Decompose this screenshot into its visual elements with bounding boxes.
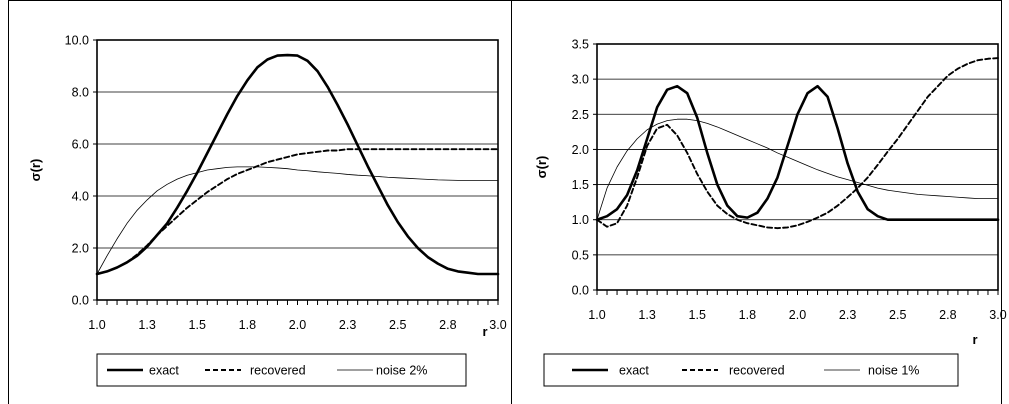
- figure-border-right: [1001, 0, 1002, 404]
- legend-box: [543, 353, 959, 387]
- y-tick-label: 0.5: [572, 248, 589, 262]
- x-tick-label: 3.0: [989, 308, 1006, 322]
- x-axis-title: r: [482, 324, 487, 339]
- x-tick-label: 2.3: [839, 308, 856, 322]
- x-tick-label: 2.0: [789, 308, 806, 322]
- series-line-2: [596, 57, 999, 230]
- right-chart: 0.0 0.5 1.0 1.5 2.0 2.5 3.0 3.5 1.0 1.3 1.5 1.8 2.0 2…: [534, 38, 1007, 387]
- y-tick-label: 4.0: [72, 190, 89, 204]
- legend-label: noise 1%: [868, 364, 919, 378]
- series-line-2: [96, 148, 499, 275]
- legend-box: [96, 353, 467, 387]
- series-line-1: [95, 53, 500, 276]
- x-tick-label: 2.5: [389, 318, 406, 332]
- panel-divider: [511, 0, 512, 404]
- y-tick-label: 6.0: [72, 138, 89, 152]
- y-tick-label: 1.5: [572, 178, 589, 192]
- series-line-1: [595, 84, 1000, 222]
- x-tick-label: 1.8: [739, 308, 756, 322]
- y-tick-label: 3.0: [572, 73, 589, 87]
- x-tick-label: 2.0: [289, 318, 306, 332]
- y-tick-label: 0.0: [572, 284, 589, 298]
- series-line-3: [96, 166, 499, 275]
- x-tick-label: 2.8: [939, 308, 956, 322]
- x-tick-label: 3.0: [489, 318, 506, 332]
- figure-border-top: [8, 0, 1002, 1]
- x-tick-label: 1.0: [588, 308, 605, 322]
- legend: exact recovered noise 1%: [543, 353, 959, 387]
- x-tick-label: 2.3: [339, 318, 356, 332]
- y-tick-label: 3.5: [572, 38, 589, 52]
- legend: exact recovered noise 2%: [96, 353, 467, 387]
- y-tick-label: 10.0: [65, 34, 89, 48]
- figure-border-left: [8, 0, 9, 404]
- legend-label: recovered: [729, 364, 785, 378]
- y-axis-title: σ(r): [28, 159, 43, 182]
- x-axis-title: r: [972, 332, 977, 347]
- x-tick-label: 1.5: [689, 308, 706, 322]
- left-chart: 0.0 2.0 4.0 6.0 8.0 10.0 1.0 1.3 1.5 1.8 2.0 2.3 2.5…: [28, 34, 507, 387]
- x-tick-label: 1.8: [239, 318, 256, 332]
- y-tick-label: 2.5: [572, 108, 589, 122]
- x-tick-label: 1.5: [189, 318, 206, 332]
- x-tick-label: 1.0: [88, 318, 105, 332]
- y-tick-label: 1.0: [572, 213, 589, 227]
- legend-label: exact: [619, 364, 649, 378]
- legend-label: exact: [149, 364, 179, 378]
- y-tick-label: 2.0: [72, 242, 89, 256]
- plot-area-border: [596, 43, 999, 291]
- x-tick-label: 2.8: [439, 318, 456, 332]
- legend-label: noise 2%: [376, 364, 427, 378]
- y-tick-label: 8.0: [72, 86, 89, 100]
- x-tick-label: 1.3: [638, 308, 655, 322]
- y-tick-label: 0.0: [72, 294, 89, 308]
- series-line-3: [596, 118, 999, 221]
- x-tick-label: 1.3: [138, 318, 155, 332]
- y-axis-title: σ(r): [534, 156, 549, 179]
- x-tick-label: 2.5: [889, 308, 906, 322]
- legend-label: recovered: [250, 364, 306, 378]
- y-tick-label: 2.0: [572, 143, 589, 157]
